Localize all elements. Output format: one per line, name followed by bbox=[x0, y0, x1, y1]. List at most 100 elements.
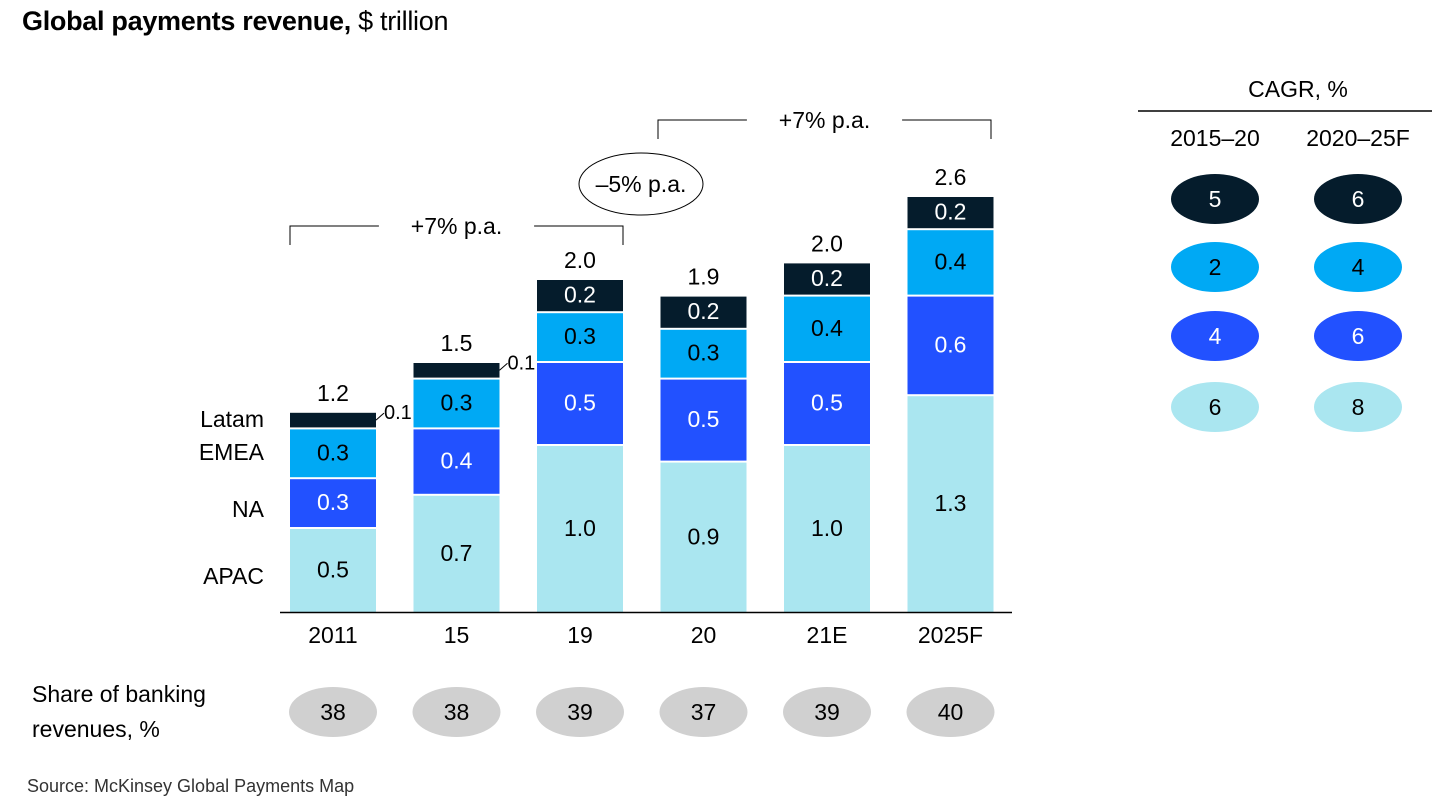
series-label-apac: APAC bbox=[203, 563, 264, 589]
cagr-value: 4 bbox=[1209, 323, 1222, 349]
x-tick-label: 21E bbox=[807, 622, 848, 648]
segment-label: 0.2 bbox=[811, 265, 843, 291]
segment-label: 0.2 bbox=[935, 199, 967, 225]
series-label-emea: EMEA bbox=[199, 439, 265, 465]
total-label: 2.6 bbox=[935, 164, 967, 190]
cagr-column-header: 2015–20 bbox=[1170, 125, 1260, 151]
cagr-bracket-2011-19-line bbox=[289, 225, 379, 245]
share-badge bbox=[659, 687, 748, 737]
cagr-value: 6 bbox=[1209, 394, 1222, 420]
cagr-value: 5 bbox=[1209, 186, 1222, 212]
series-label-na: NA bbox=[232, 496, 265, 522]
total-label: 1.5 bbox=[441, 330, 473, 356]
x-tick-label: 19 bbox=[567, 622, 593, 648]
segment-label: 0.5 bbox=[811, 390, 843, 416]
x-tick-label: 2011 bbox=[308, 622, 357, 648]
leader-line bbox=[499, 362, 508, 371]
segment-label: 0.3 bbox=[317, 439, 349, 465]
bar-segment-na-2011 bbox=[290, 479, 376, 527]
bar-segment-na-21E bbox=[784, 363, 870, 444]
bar-segment-apac-2011 bbox=[290, 529, 376, 612]
bar-segment-emea-2025F bbox=[907, 230, 994, 295]
share-value: 38 bbox=[320, 699, 346, 725]
cagr-bracket-2011-19-line bbox=[534, 225, 624, 245]
segment-label: 0.9 bbox=[688, 523, 720, 549]
series-label-latam: Latam bbox=[200, 406, 264, 432]
share-badge bbox=[289, 687, 377, 737]
chart-title: Global payments revenue, $ trillion bbox=[22, 6, 448, 37]
bar-segment-na-20 bbox=[660, 379, 747, 461]
bar-segment-emea-20 bbox=[660, 329, 747, 378]
decline-ellipse bbox=[578, 152, 704, 216]
cagr-badge-na bbox=[1314, 311, 1402, 361]
bar-segment-emea-2011 bbox=[290, 429, 376, 478]
cagr-badge-na bbox=[1171, 311, 1259, 361]
segment-label: 0.2 bbox=[688, 298, 720, 324]
segment-label: 0.5 bbox=[317, 557, 349, 583]
cagr-badge-emea bbox=[1314, 242, 1402, 292]
bar-segment-emea-15 bbox=[413, 379, 500, 428]
bar-segment-apac-21E bbox=[784, 446, 870, 612]
bar-segment-na-2025F bbox=[907, 296, 994, 395]
total-label: 2.0 bbox=[811, 230, 843, 256]
bar-segment-na-19 bbox=[537, 363, 623, 444]
share-label: revenues, % bbox=[32, 716, 160, 742]
segment-label: 1.0 bbox=[564, 515, 596, 541]
cagr-title: CAGR, % bbox=[1248, 76, 1348, 102]
segment-label: 0.7 bbox=[441, 540, 473, 566]
segment-label: 0.2 bbox=[564, 282, 596, 308]
bar-segment-apac-15 bbox=[413, 495, 500, 612]
share-value: 39 bbox=[567, 699, 593, 725]
cagr-bracket-2011-19-label: +7% p.a. bbox=[411, 213, 502, 239]
total-label: 2.0 bbox=[564, 247, 596, 273]
cagr-badge-latam bbox=[1314, 174, 1402, 224]
cagr-bracket-20-25-line bbox=[902, 119, 992, 139]
share-badge bbox=[906, 687, 995, 737]
bar-segment-na-15 bbox=[413, 429, 500, 494]
share-label: Share of banking bbox=[32, 681, 206, 707]
share-value: 38 bbox=[444, 699, 470, 725]
total-label: 1.2 bbox=[317, 380, 349, 406]
bar-segment-apac-2025F bbox=[907, 396, 994, 612]
bar-segment-latam-20 bbox=[660, 296, 747, 328]
cagr-column-header: 2020–25F bbox=[1306, 125, 1410, 151]
share-value: 37 bbox=[691, 699, 717, 725]
cagr-value: 6 bbox=[1352, 323, 1365, 349]
x-tick-label: 2025F bbox=[918, 622, 983, 648]
title-unit: $ trillion bbox=[358, 6, 449, 36]
title-bold: Global payments revenue, bbox=[22, 6, 351, 36]
segment-label: 0.3 bbox=[564, 323, 596, 349]
bar-segment-latam-15 bbox=[413, 363, 500, 378]
decline-label: –5% p.a. bbox=[596, 171, 687, 197]
share-badge bbox=[536, 687, 624, 737]
cagr-badge-apac bbox=[1171, 382, 1259, 432]
bar-segment-apac-20 bbox=[660, 462, 747, 612]
cagr-bracket-20-25-line bbox=[657, 119, 747, 139]
segment-label: 0.3 bbox=[688, 340, 720, 366]
cagr-bracket-20-25-label: +7% p.a. bbox=[779, 107, 870, 133]
segment-label: 0.3 bbox=[317, 489, 349, 515]
cagr-value: 6 bbox=[1352, 186, 1365, 212]
bar-segment-emea-21E bbox=[784, 296, 870, 361]
cagr-value: 8 bbox=[1352, 394, 1365, 420]
bar-segment-latam-21E bbox=[784, 263, 870, 295]
share-badge bbox=[412, 687, 501, 737]
segment-label: 0.5 bbox=[688, 406, 720, 432]
bar-segment-apac-19 bbox=[537, 446, 623, 612]
segment-label: 0.4 bbox=[441, 448, 473, 474]
cagr-value: 4 bbox=[1352, 254, 1365, 280]
segment-label: 0.6 bbox=[935, 331, 967, 357]
source-note: Source: McKinsey Global Payments Map bbox=[27, 776, 355, 796]
x-tick-label: 20 bbox=[691, 622, 717, 648]
segment-label: 0.5 bbox=[564, 390, 596, 416]
segment-label: 1.0 bbox=[811, 515, 843, 541]
bar-segment-emea-19 bbox=[537, 313, 623, 361]
share-value: 40 bbox=[938, 699, 964, 725]
segment-label: 0.4 bbox=[935, 248, 967, 274]
cagr-value: 2 bbox=[1209, 254, 1222, 280]
total-label: 1.9 bbox=[688, 264, 720, 290]
segment-label: 0.1 bbox=[508, 352, 536, 374]
cagr-badge-latam bbox=[1171, 174, 1259, 224]
segment-label: 0.4 bbox=[811, 315, 843, 341]
